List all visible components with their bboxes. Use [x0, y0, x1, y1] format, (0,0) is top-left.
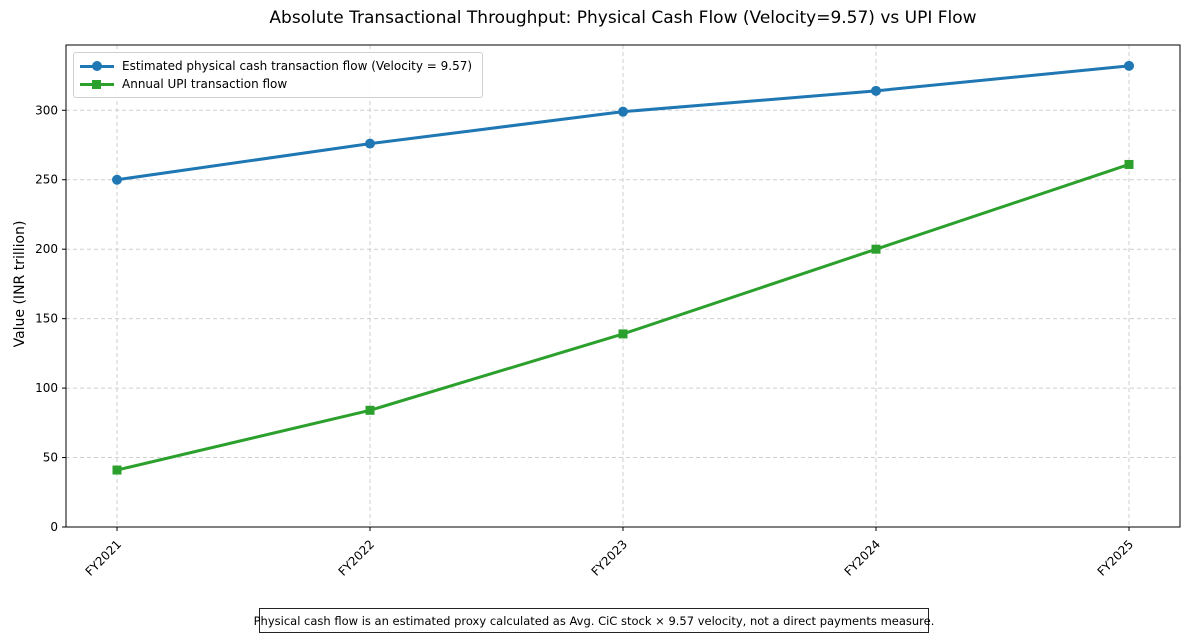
x-tick-label: FY2024	[842, 537, 884, 579]
x-tick-label: FY2022	[336, 537, 378, 579]
legend-swatch-upi	[80, 77, 114, 91]
y-tick-label: 100	[35, 381, 58, 395]
legend-label-upi: Annual UPI transaction flow	[122, 77, 288, 91]
grid-lines	[66, 45, 1180, 527]
legend-label-cash: Estimated physical cash transaction flow…	[122, 59, 473, 73]
x-tick-label: FY2021	[83, 537, 125, 579]
data-point-square	[112, 465, 122, 475]
data-point-square	[618, 329, 628, 339]
series-lines	[112, 60, 1134, 475]
axes	[62, 44, 1181, 531]
data-point-square	[871, 244, 881, 254]
y-tick-label: 250	[35, 173, 58, 187]
chart-title: Absolute Transactional Throughput: Physi…	[269, 8, 977, 28]
legend-item-upi: Annual UPI transaction flow	[80, 75, 287, 93]
x-tick-label: FY2023	[589, 537, 631, 579]
legend-item-cash: Estimated physical cash transaction flow…	[80, 57, 472, 75]
data-point-square	[1124, 159, 1134, 169]
data-point-circle	[112, 174, 122, 185]
tick-labels: 0 50 100 150 200 250 300 FY2021 FY2022 FY2023 FY20…	[35, 103, 1136, 579]
y-tick-label: 300	[35, 103, 58, 117]
legend: Estimated physical cash transaction flow…	[73, 52, 483, 98]
footnote-annotation: Physical cash flow is an estimated proxy…	[254, 608, 934, 633]
y-tick-label: 150	[35, 312, 58, 326]
y-tick-label: 50	[43, 451, 58, 465]
data-point-circle	[618, 106, 628, 117]
x-tick-label: FY2025	[1095, 537, 1137, 579]
y-tick-label: 200	[35, 242, 58, 256]
y-tick-label: 0	[50, 520, 58, 534]
data-point-square	[365, 405, 375, 415]
data-point-circle	[871, 85, 881, 96]
y-axis-label: Value (INR trillion)	[12, 220, 28, 348]
data-point-circle	[1124, 60, 1134, 71]
data-point-circle	[365, 138, 375, 149]
legend-swatch-cash	[80, 59, 114, 73]
